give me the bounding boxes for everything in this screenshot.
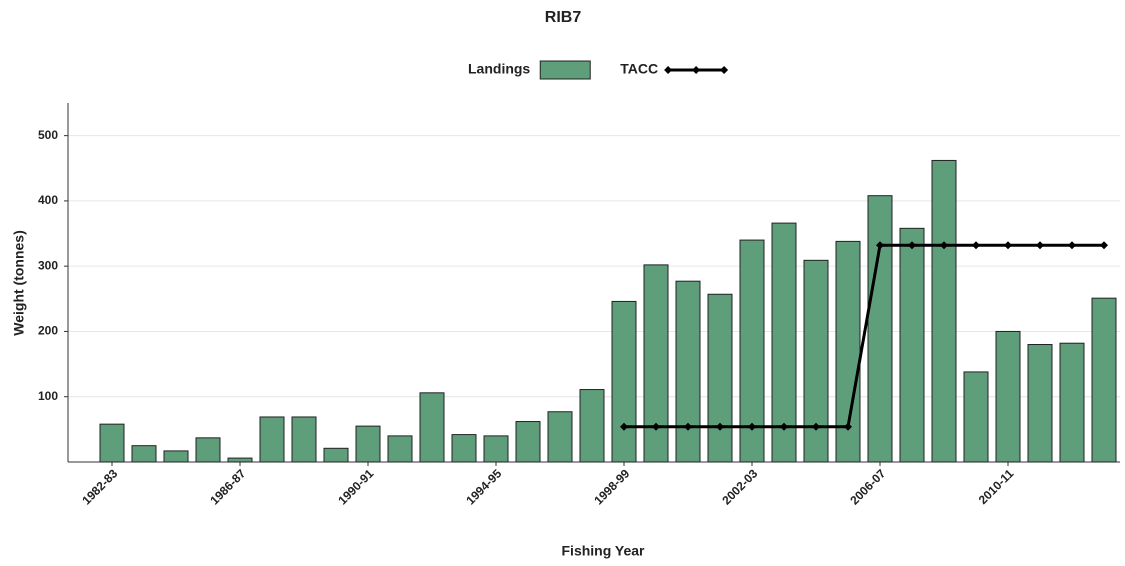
legend-label: Landings [468,61,530,77]
line [624,243,1104,429]
y-tick-label: 400 [38,193,58,207]
y-tick-label: 500 [38,128,58,142]
marker [940,241,948,250]
marker [1004,241,1012,250]
marker [780,422,788,431]
marker [1068,241,1076,250]
bar [387,435,413,463]
marker [748,422,756,431]
x-tick-label: 1990-91 [335,466,376,507]
bar [899,227,925,463]
bar [483,435,509,463]
x-tick-label: 2010-11 [976,466,1017,507]
bar [227,457,253,463]
x-tick-label: 1998-99 [591,466,632,507]
marker [844,422,852,431]
x-tick-label: 2006-07 [847,466,888,507]
bar [291,416,317,463]
bar [323,447,349,463]
bar [515,421,541,463]
marker [908,241,916,250]
bar [1091,297,1117,463]
marker [716,422,724,431]
bar [355,425,381,463]
bar [451,434,477,463]
bar [259,416,285,463]
bar [611,300,637,463]
bar [771,222,797,463]
legend-marker [692,66,701,74]
bar [131,445,157,463]
y-tick-label: 100 [38,389,58,403]
bar [803,259,829,463]
bar [867,195,893,463]
bar [547,411,573,463]
marker [684,422,692,431]
marker [1100,241,1108,250]
bar [931,159,957,463]
bar [163,450,189,463]
bar [579,389,605,463]
legend-swatch [539,60,591,80]
chart-title: RIB7 [545,9,582,26]
bar [995,330,1021,463]
y-tick-label: 300 [38,258,58,272]
x-tick-label: 1994-95 [463,466,504,507]
legend-marker [664,66,673,74]
bar [963,371,989,463]
y-axis-label: Weight (tonnes) [11,230,27,336]
bar [419,392,445,463]
x-axis-label: Fishing Year [562,543,646,559]
x-tick-label: 1986-87 [207,466,248,507]
marker [876,241,884,250]
bar [195,437,221,463]
legend-label: TACC [620,61,658,77]
x-tick-label: 1982-83 [79,466,120,507]
marker [972,241,980,250]
y-tick-label: 200 [38,324,58,338]
bar [707,293,733,463]
bar [675,280,701,463]
legend-marker [720,66,729,74]
bar [1027,344,1053,463]
x-tick-label: 2002-03 [719,466,760,507]
bar [99,423,125,463]
marker [620,422,628,431]
marker [1036,241,1044,250]
marker [652,422,660,431]
bar [643,264,669,463]
marker [812,422,820,431]
bar [1059,342,1085,463]
